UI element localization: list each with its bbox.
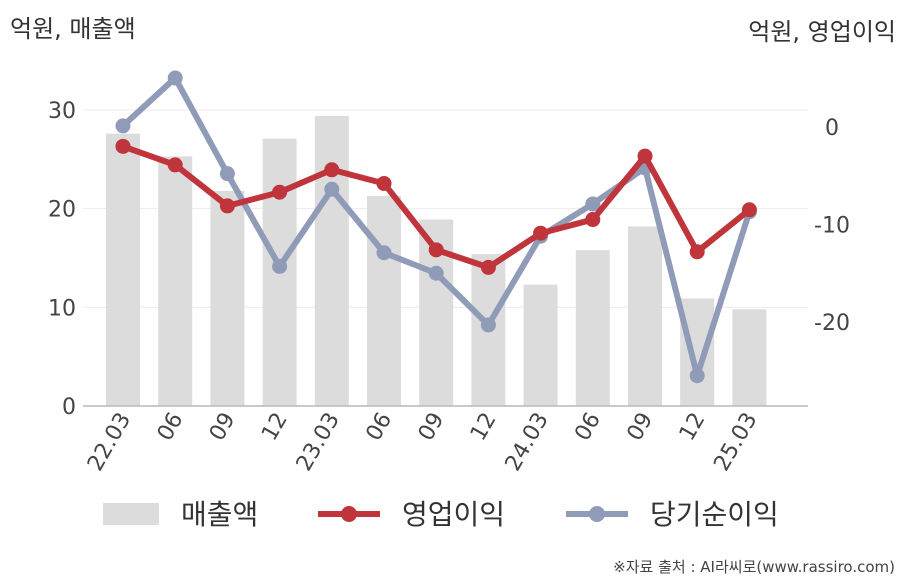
bar-revenue xyxy=(628,226,662,406)
point-net-income xyxy=(219,166,235,182)
bar-revenue xyxy=(106,133,140,406)
x-tick-label: 23.03 xyxy=(292,409,345,476)
x-tick-label: 24.03 xyxy=(501,409,554,476)
point-operating-profit xyxy=(689,244,705,260)
point-net-income xyxy=(115,118,131,134)
bar-revenue xyxy=(210,190,245,406)
x-tick-label: 12 xyxy=(257,409,293,446)
legend-swatch-revenue xyxy=(103,503,159,525)
left-tick-label: 30 xyxy=(48,99,76,124)
right-tick-label: -10 xyxy=(814,213,850,238)
bar-revenue xyxy=(523,284,558,406)
point-net-income xyxy=(480,317,496,333)
point-net-income xyxy=(585,196,601,212)
point-operating-profit xyxy=(219,198,235,214)
bar-revenue xyxy=(158,156,193,406)
x-tick-label: 06 xyxy=(153,409,189,446)
point-net-income xyxy=(272,258,288,274)
point-net-income xyxy=(167,70,183,86)
bar-revenue xyxy=(680,298,715,406)
right-axis-ticks: 0 -10 -20 xyxy=(814,116,850,336)
legend-label-operating-profit: 영업이익 xyxy=(402,498,505,531)
bar-revenue xyxy=(314,115,349,407)
legend: 매출액 영업이익 당기순이익 xyxy=(103,498,779,531)
right-tick-label: 0 xyxy=(825,116,839,141)
point-operating-profit xyxy=(637,148,653,164)
point-operating-profit xyxy=(376,175,392,191)
point-operating-profit xyxy=(480,259,496,275)
point-operating-profit xyxy=(115,138,131,154)
point-net-income xyxy=(324,181,340,197)
x-tick-label: 12 xyxy=(675,409,711,446)
point-net-income xyxy=(376,245,392,261)
point-operating-profit xyxy=(533,225,549,241)
x-tick-label: 25.03 xyxy=(709,409,762,476)
point-operating-profit xyxy=(585,212,601,228)
point-operating-profit xyxy=(324,162,340,178)
point-net-income xyxy=(689,368,705,384)
x-tick-label: 06 xyxy=(570,409,606,446)
x-tick-label: 09 xyxy=(414,409,450,446)
legend-label-net-income: 당기순이익 xyxy=(650,498,779,531)
legend-label-revenue: 매출액 xyxy=(181,498,258,531)
x-tick-label: 12 xyxy=(466,409,502,446)
right-axis-title: 억원, 영업이익 xyxy=(748,18,896,46)
point-operating-profit xyxy=(167,157,183,173)
point-operating-profit xyxy=(272,184,288,200)
bar-revenue xyxy=(575,250,610,406)
left-tick-label: 10 xyxy=(48,296,76,321)
left-axis-title: 억원, 매출액 xyxy=(10,15,136,43)
x-tick-label: 09 xyxy=(623,409,659,446)
legend-marker-operating-profit xyxy=(341,506,357,522)
line-series xyxy=(115,70,757,384)
x-tick-label: 09 xyxy=(205,409,241,446)
x-axis-ticks: 22.03 06 09 12 23.03 06 09 12 24.03 06 09 12 25.03 xyxy=(83,409,763,476)
point-operating-profit xyxy=(428,242,444,258)
legend-marker-net-income xyxy=(589,506,605,522)
left-tick-label: 20 xyxy=(48,198,76,223)
right-tick-label: -20 xyxy=(814,311,850,336)
x-tick-label: 06 xyxy=(362,409,398,446)
point-net-income xyxy=(428,265,444,281)
point-operating-profit xyxy=(741,202,757,218)
x-tick-label: 22.03 xyxy=(83,409,136,476)
left-tick-label: 0 xyxy=(62,395,76,420)
left-axis-ticks: 0 10 20 30 xyxy=(48,99,76,420)
bar-revenue xyxy=(367,195,401,406)
source-note: ※자료 출처 : AI라씨로(www.rassiro.com) xyxy=(613,558,895,576)
bar-revenue xyxy=(732,309,767,406)
